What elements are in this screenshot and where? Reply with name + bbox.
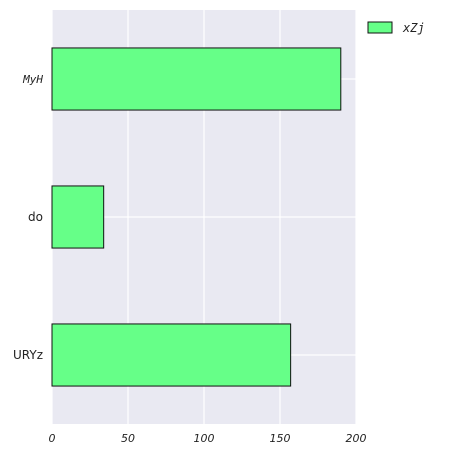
x-tick-label: 50 xyxy=(121,432,135,445)
bars xyxy=(51,47,342,387)
legend-label-xZj: xZj xyxy=(402,21,425,35)
x-tick-label: 200 xyxy=(346,432,367,445)
y-axis-category-labels: MyH do URYz xyxy=(13,73,43,362)
legend: xZj xyxy=(367,21,425,35)
y-category-label: URYz xyxy=(13,348,43,362)
bar-URYz xyxy=(51,323,292,387)
bar-MyH xyxy=(51,47,342,111)
x-tick-label: 0 xyxy=(49,432,56,445)
y-category-label: do xyxy=(28,210,43,224)
x-axis-ticks: 0 50 100 150 200 xyxy=(49,432,367,445)
y-category-label: MyH xyxy=(22,73,43,86)
x-tick-label: 100 xyxy=(194,432,215,445)
x-tick-label: 150 xyxy=(270,432,291,445)
bar-do xyxy=(51,185,105,249)
legend-swatch-xZj xyxy=(367,21,393,34)
